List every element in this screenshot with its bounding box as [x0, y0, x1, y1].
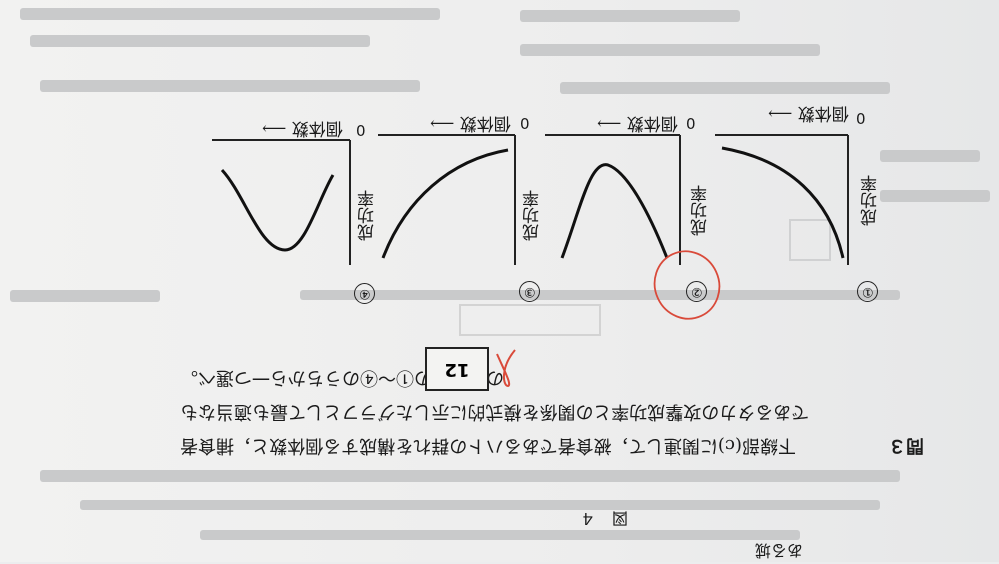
graph-1-curve — [721, 146, 845, 259]
running-head: ある城 — [755, 541, 804, 560]
graph-4 — [212, 139, 351, 265]
pen-circle-mark — [653, 250, 721, 320]
graph-4-origin: 0 — [356, 122, 366, 140]
graph-3-x-label: 個体数 ⟶ — [430, 113, 511, 133]
graph-1-x-label: 個体数 ⟶ — [768, 103, 849, 123]
figure-caption: 図 ４ — [580, 509, 629, 528]
graph-2-curve — [560, 163, 669, 259]
graph-3-curve — [381, 148, 509, 259]
question-label: 問３ — [888, 435, 924, 456]
graph-1-index: ① — [857, 281, 878, 302]
graph-2-x-label: 個体数 ⟶ — [597, 113, 678, 133]
graph-1-y-label: 成功率 — [861, 175, 881, 226]
graph-1 — [715, 134, 849, 265]
graph-3-origin: 0 — [520, 115, 530, 133]
graph-4-y-label: 成功率 — [358, 190, 378, 241]
graph-3 — [378, 134, 516, 265]
answer-box[interactable]: 12 — [425, 347, 489, 391]
graph-3-index: ③ — [519, 281, 540, 302]
graph-3-y-label: 成功率 — [523, 190, 543, 241]
graph-2 — [545, 134, 681, 265]
pen-check-mark — [496, 349, 516, 388]
question-line-1: 下線部(c)に関連して，被食者であるハトの群れを構成する個体数と，捕食者 — [180, 435, 796, 456]
graph-2-origin: 0 — [686, 115, 696, 133]
graph-2-index: ② — [686, 281, 707, 302]
graph-4-curve — [220, 168, 335, 252]
graph-1-origin: 0 — [856, 110, 866, 128]
graph-2-y-label: 成功率 — [691, 185, 711, 236]
question-line-2: であるタカの攻撃成功率との関係を模式的に示したグラフとして最も適当なも — [180, 401, 810, 422]
graph-4-index: ④ — [354, 283, 375, 304]
graph-4-x-label: 個体数 ⟶ — [262, 118, 343, 138]
